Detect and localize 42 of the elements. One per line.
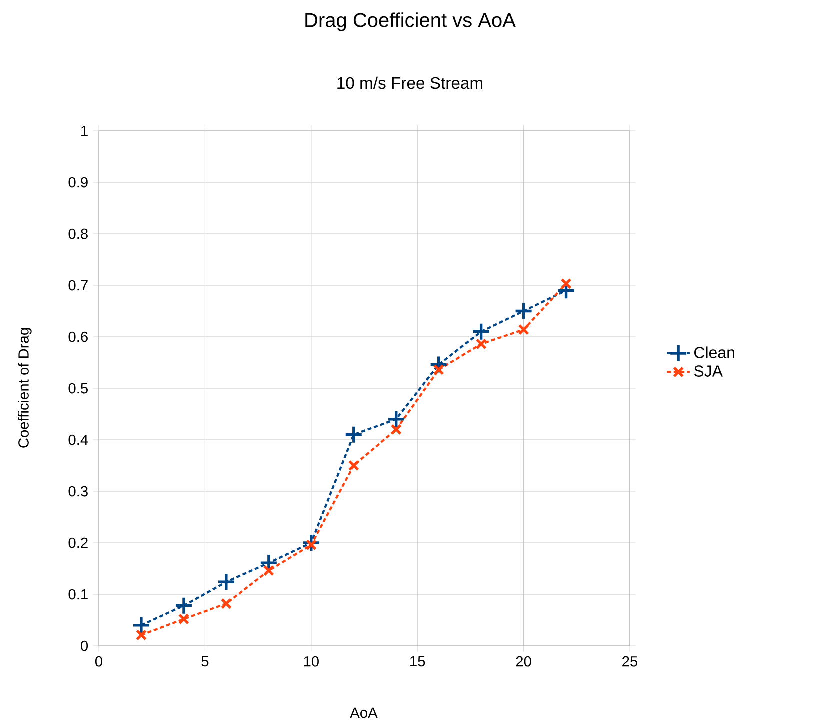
- legend-label: SJA: [694, 366, 724, 377]
- point: [178, 614, 190, 625]
- y-tick-label: 0.2: [68, 538, 88, 548]
- legend-label: Clean: [694, 346, 734, 358]
- x-tick-label: 15: [410, 656, 426, 667]
- point: [560, 278, 572, 290]
- y-tick-label: 0.6: [68, 332, 88, 342]
- point: [387, 410, 406, 429]
- x-tick-label: 25: [622, 656, 638, 667]
- y-tick-label: 0.9: [68, 177, 88, 188]
- y-tick-label: 0.1: [68, 589, 88, 600]
- x-tick-label: 0: [95, 656, 102, 667]
- point: [433, 364, 444, 376]
- point: [430, 355, 448, 374]
- x-axis-title: AoA: [350, 708, 378, 718]
- point: [263, 565, 274, 576]
- point: [174, 596, 194, 616]
- y-tick-label: 1: [82, 126, 88, 136]
- point: [390, 424, 402, 436]
- y-tick-label: 0: [81, 640, 88, 652]
- point: [132, 616, 151, 635]
- point: [514, 302, 534, 321]
- x-tick-label: 5: [202, 656, 209, 667]
- y-tick-label: 0.4: [68, 434, 88, 446]
- y-axis-title: Coefficient of Drag: [18, 328, 32, 448]
- point: [472, 322, 491, 342]
- point: [344, 426, 364, 444]
- point: [220, 598, 232, 610]
- point: [518, 324, 530, 336]
- point: [348, 460, 360, 472]
- y-tick-label: 0.5: [68, 383, 88, 394]
- x-tick-label: 20: [516, 656, 532, 667]
- chart-title: Drag Coefficient vs AoA: [306, 12, 516, 32]
- point: [217, 572, 236, 592]
- point: [306, 539, 317, 551]
- y-tick-label: 0.7: [68, 280, 88, 291]
- point: [476, 338, 487, 350]
- y-tick-label: 0.3: [68, 486, 88, 497]
- chart-subtitle: 10 m/s Free Stream: [338, 76, 483, 90]
- point: [136, 630, 148, 641]
- y-tick-label: 0.8: [68, 228, 88, 240]
- x-tick-label: 10: [304, 656, 319, 667]
